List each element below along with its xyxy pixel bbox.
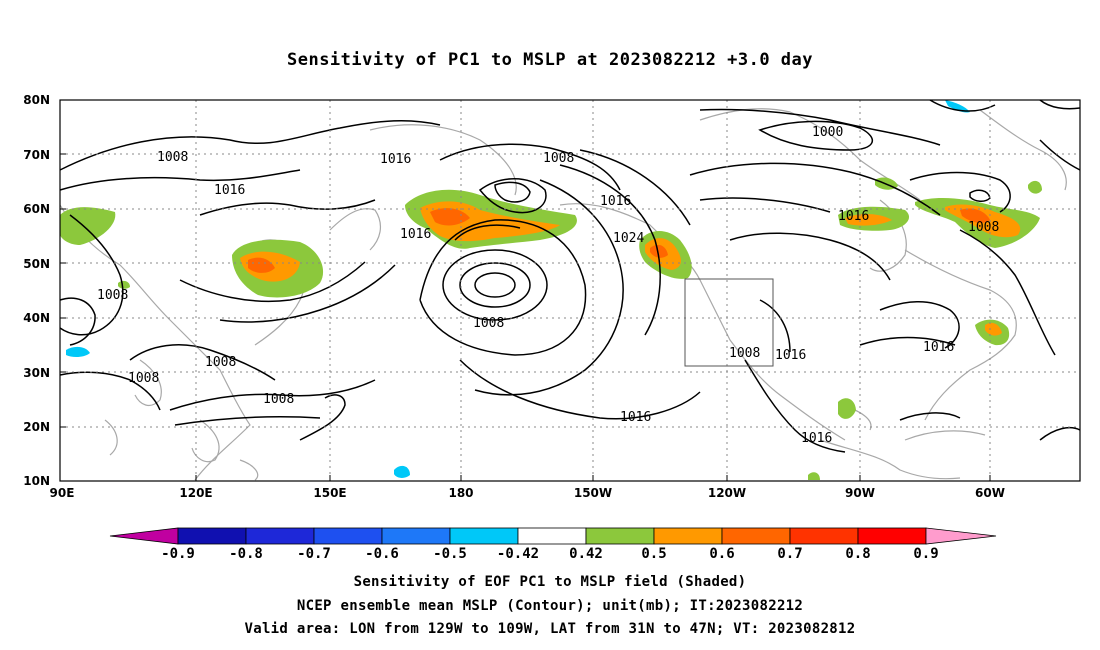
contour-label: 1008 (729, 346, 760, 361)
contour-label: 1016 (400, 227, 431, 242)
colorbar-tick-label: 0.7 (777, 546, 802, 562)
lon-label: 120E (179, 486, 212, 500)
contour-label: 1008 (543, 151, 574, 166)
contour-label: 1016 (801, 431, 832, 446)
grid-lines (60, 100, 1080, 481)
contour-label: 1016 (214, 183, 245, 198)
colorbar-swatch (653, 527, 723, 545)
longitude-labels: 90E 120E 150E 180 150W 120W 90W 60W (50, 486, 1005, 500)
colorbar-swatch (721, 527, 791, 545)
lat-label: 40N (23, 311, 50, 325)
contour-label: 1008 (473, 316, 504, 331)
colorbar-swatch (245, 527, 315, 545)
lon-label: 90W (845, 486, 875, 500)
colorbar-tick-label: 0.6 (709, 546, 734, 562)
colorbar-tick-label: -0.5 (433, 546, 467, 562)
caption-valid-area: Valid area: LON from 129W to 109W, LAT f… (244, 621, 856, 637)
mslp-contours (59, 99, 1081, 453)
contour-label: 1016 (600, 194, 631, 209)
colorbar-tick-label: 0.5 (641, 546, 666, 562)
contour-label: 1008 (157, 150, 188, 165)
contour-label: 1000 (812, 125, 843, 140)
contour-labels: 1008 1016 1008 1016 1000 1016 1016 1024 … (97, 125, 999, 446)
lon-label: 60W (975, 486, 1005, 500)
lat-label: 20N (23, 420, 50, 434)
map-frame (59, 99, 1081, 482)
lat-label: 50N (23, 257, 50, 271)
colorbar-tick-label: -0.9 (161, 546, 195, 562)
colorbar-tick-label: 0.42 (569, 546, 603, 562)
lat-label: 30N (23, 366, 50, 380)
lat-label: 80N (23, 93, 50, 107)
sensitivity-shading (60, 100, 1042, 480)
lon-label: 180 (448, 486, 473, 500)
contour-label: 1024 (613, 231, 644, 246)
contour-label: 1008 (968, 220, 999, 235)
colorbar-tick-label: 0.8 (845, 546, 870, 562)
colorbar-tick-label: -0.7 (297, 546, 331, 562)
colorbar-swatch (857, 527, 927, 545)
colorbar-tick-label: -0.6 (365, 546, 399, 562)
colorbar-tick-label: 0.9 (913, 546, 938, 562)
contour-label: 1008 (97, 288, 128, 303)
tick-marks (60, 99, 991, 481)
lon-label: 150W (574, 486, 612, 500)
colorbar-swatch (381, 527, 451, 545)
valid-area-box (684, 278, 774, 367)
contour-label: 1008 (128, 371, 159, 386)
lon-label: 120W (708, 486, 746, 500)
colorbar-swatch (789, 527, 859, 545)
colorbar-swatch (449, 527, 519, 545)
colorbar-end-max (925, 527, 997, 545)
colorbar-swatch (517, 527, 587, 545)
colorbar-swatch (585, 527, 655, 545)
colorbar-swatch (313, 527, 383, 545)
colorbar-end-min (109, 527, 179, 545)
colorbar-tick-label: -0.8 (229, 546, 263, 562)
chart-title: Sensitivity of PC1 to MSLP at 2023082212… (286, 50, 813, 70)
lat-label: 10N (23, 474, 50, 488)
contour-label: 1016 (775, 348, 806, 363)
caption-contour: NCEP ensemble mean MSLP (Contour); unit(… (296, 598, 804, 614)
lat-label: 70N (23, 148, 50, 162)
colorbar-tick-label: -0.42 (497, 546, 539, 562)
lon-label: 150E (313, 486, 346, 500)
caption-shading: Sensitivity of EOF PC1 to MSLP field (Sh… (353, 574, 747, 590)
latitude-labels: 80N 70N 60N 50N 40N 30N 20N 10N (23, 93, 50, 488)
contour-label: 1008 (205, 355, 236, 370)
colorbar: -0.9 -0.8 -0.7 -0.6 -0.5 -0.42 0.42 0.5 0.6 0.7 0.… (109, 527, 997, 562)
contour-label: 1016 (923, 340, 954, 355)
lon-label: 90E (50, 486, 75, 500)
contour-label: 1008 (263, 392, 294, 407)
contour-label: 1016 (838, 209, 869, 224)
contour-label: 1016 (380, 152, 411, 167)
lat-label: 60N (23, 202, 50, 216)
colorbar-swatch (177, 527, 247, 545)
contour-label: 1016 (620, 410, 651, 425)
